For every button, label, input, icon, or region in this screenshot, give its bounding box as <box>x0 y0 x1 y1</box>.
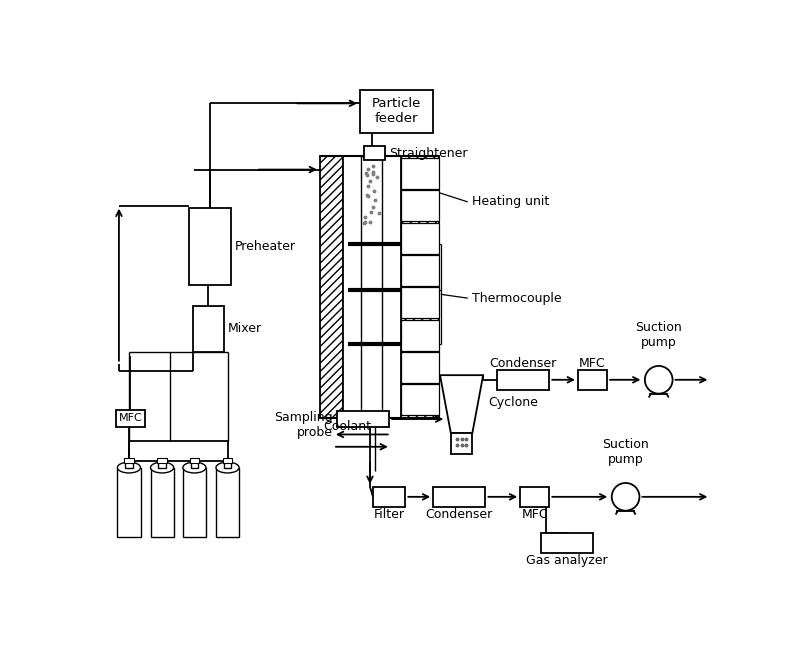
Bar <box>401 222 439 253</box>
Bar <box>401 319 439 350</box>
Bar <box>223 458 232 463</box>
Ellipse shape <box>183 462 206 473</box>
Ellipse shape <box>150 462 174 473</box>
Bar <box>401 155 439 417</box>
Text: Suction
pump: Suction pump <box>635 321 682 349</box>
Text: MFC: MFC <box>118 413 142 423</box>
Bar <box>118 468 141 537</box>
Text: MFC: MFC <box>522 508 548 521</box>
Text: Condenser: Condenser <box>426 508 493 521</box>
Bar <box>193 306 224 352</box>
Bar <box>401 255 439 286</box>
Text: Suction
pump: Suction pump <box>602 438 649 466</box>
Bar <box>190 462 198 468</box>
Bar <box>190 458 199 463</box>
Bar <box>451 433 472 455</box>
Bar <box>520 487 550 507</box>
Bar <box>125 462 133 468</box>
Bar <box>401 190 439 221</box>
Bar <box>337 411 390 427</box>
Bar <box>433 487 486 507</box>
Text: Coolant: Coolant <box>323 420 371 433</box>
Bar <box>183 468 206 537</box>
Bar <box>401 352 439 383</box>
Text: Heating unit: Heating unit <box>472 195 549 209</box>
Text: Mixer: Mixer <box>227 323 262 335</box>
Text: Condenser: Condenser <box>490 357 557 370</box>
Bar <box>497 370 550 390</box>
Text: Thermocouple: Thermocouple <box>472 292 562 304</box>
Circle shape <box>645 366 673 394</box>
Bar <box>373 487 406 507</box>
Bar <box>158 458 166 463</box>
Bar <box>541 533 594 553</box>
Bar <box>124 458 134 463</box>
Bar <box>401 158 439 189</box>
Bar <box>578 370 607 390</box>
Bar <box>360 91 433 133</box>
Bar <box>364 146 386 160</box>
Text: Preheater: Preheater <box>235 240 296 253</box>
Bar <box>216 468 239 537</box>
Bar <box>343 155 401 417</box>
Bar <box>116 410 145 427</box>
Text: Cyclone: Cyclone <box>489 396 538 409</box>
Bar <box>150 468 174 537</box>
Text: MFC: MFC <box>579 357 606 370</box>
Bar <box>362 155 382 417</box>
Polygon shape <box>440 375 483 433</box>
Bar <box>158 462 166 468</box>
Bar <box>189 208 231 285</box>
Ellipse shape <box>216 462 239 473</box>
Ellipse shape <box>118 462 141 473</box>
Bar <box>224 462 231 468</box>
Text: Filter: Filter <box>374 508 405 521</box>
Bar <box>320 155 343 417</box>
Bar <box>401 384 439 415</box>
Text: Gas analyzer: Gas analyzer <box>526 554 608 567</box>
Text: Sampling
probe: Sampling probe <box>274 411 333 440</box>
Circle shape <box>612 483 639 510</box>
Bar <box>401 287 439 318</box>
Text: Particle
feeder: Particle feeder <box>372 98 422 125</box>
Text: Straightener: Straightener <box>390 147 468 160</box>
